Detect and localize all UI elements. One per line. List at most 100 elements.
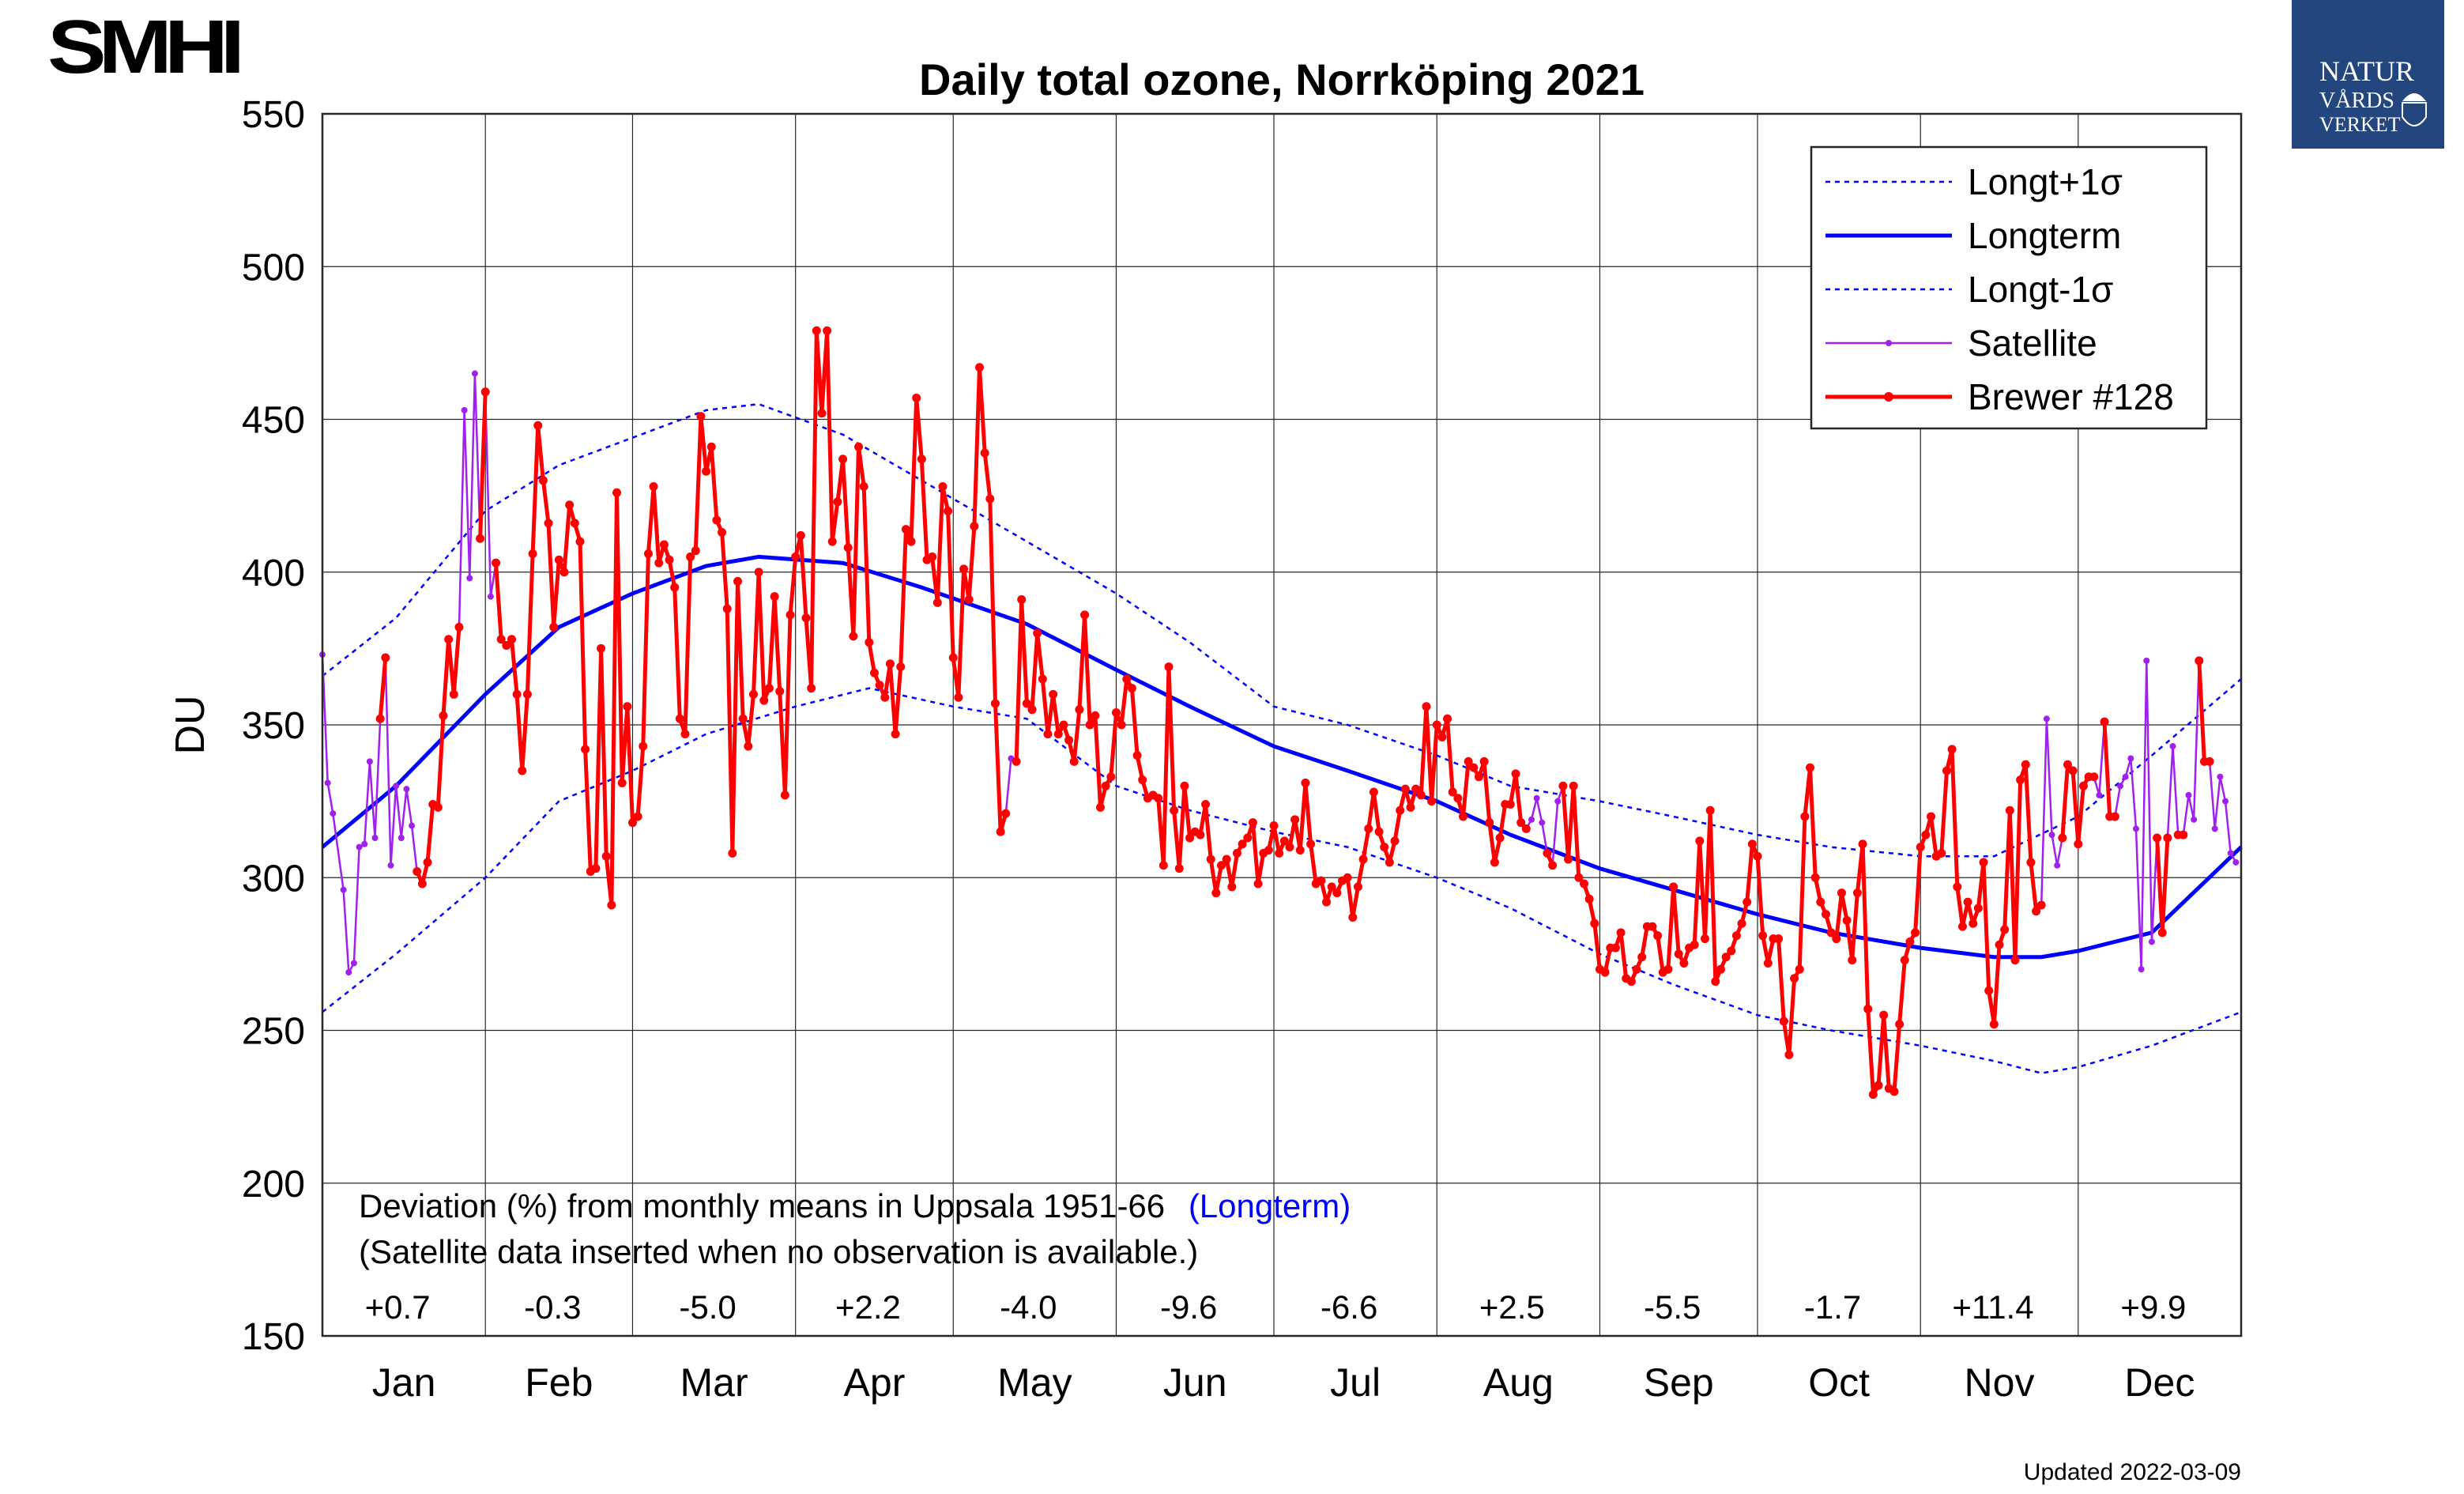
deviation-label: -4.0: [1000, 1288, 1057, 1326]
deviation-label: -6.6: [1321, 1288, 1377, 1326]
brewer-point: [722, 604, 732, 613]
brewer-point: [823, 326, 832, 335]
brewer-point: [1490, 858, 1499, 867]
brewer-point: [1101, 781, 1110, 790]
brewer-point: [639, 741, 648, 751]
brewer-point: [1637, 953, 1647, 962]
satellite-point: [393, 783, 400, 790]
satellite-point: [1533, 794, 1540, 802]
brewer-point: [975, 363, 985, 372]
legend-marker-brewer: [1884, 392, 1893, 402]
brewer-point: [1427, 797, 1437, 806]
x-tick-label: Mar: [680, 1360, 748, 1405]
brewer-point: [1753, 851, 1762, 861]
satellite-point: [2217, 773, 2224, 780]
x-tick-label: Jul: [1330, 1360, 1381, 1405]
brewer-point: [1164, 662, 1174, 672]
brewer-point: [1012, 756, 1021, 766]
brewer-point: [612, 488, 622, 497]
brewer-point: [1053, 730, 1063, 739]
satellite-point: [2185, 791, 2192, 798]
satellite-point: [2211, 825, 2218, 832]
brewer-point: [1369, 787, 1378, 797]
x-tick-label: Dec: [2124, 1360, 2195, 1405]
brewer-point: [1716, 964, 1725, 974]
brewer-point: [2010, 956, 2020, 965]
brewer-point: [1275, 848, 1284, 858]
brewer-point: [1516, 818, 1526, 828]
brewer-point: [1837, 888, 1846, 898]
brewer-point: [375, 714, 385, 723]
satellite-point: [2048, 832, 2055, 839]
brewer-point: [575, 537, 585, 546]
brewer-point: [1080, 610, 1090, 620]
deviation-label: -9.6: [1160, 1288, 1217, 1326]
brewer-point: [413, 867, 422, 877]
brewer-point: [807, 684, 816, 693]
brewer-point: [1295, 845, 1305, 855]
brewer-point: [1091, 711, 1100, 720]
brewer-point: [764, 684, 774, 693]
brewer-point: [996, 827, 1005, 836]
satellite-point: [371, 835, 379, 842]
brewer-line-segment: [1014, 598, 1528, 919]
brewer-point: [1852, 888, 1862, 898]
brewer-point: [2016, 775, 2025, 785]
brewer-point: [849, 632, 858, 641]
x-tick-label: Jun: [1163, 1360, 1227, 1405]
brewer-point: [964, 595, 974, 605]
y-tick-label: 250: [242, 1011, 305, 1053]
brewer-point: [1469, 763, 1479, 772]
x-tick-labels: Jan Feb Mar Apr May Jun Jul Aug Sep Oct Nov Dec: [372, 1360, 2195, 1405]
brewer-point: [565, 500, 575, 510]
x-tick-label: Oct: [1808, 1360, 1870, 1405]
brewer-point: [1616, 928, 1626, 938]
brewer-point: [718, 528, 727, 538]
brewer-point: [512, 689, 522, 699]
brewer-point: [1227, 882, 1237, 892]
brewer-point: [1995, 940, 2004, 949]
brewer-point: [1957, 922, 1967, 931]
brewer-point: [891, 730, 900, 739]
x-tick-label: Aug: [1483, 1360, 1554, 1405]
brewer-line-segment: [1561, 747, 2044, 1097]
brewer-point: [1306, 839, 1316, 849]
brewer-point: [1411, 784, 1421, 794]
brewer-point: [1022, 699, 1031, 708]
brewer-point: [2100, 717, 2109, 726]
satellite-point: [330, 810, 337, 817]
brewer-point: [1416, 790, 1426, 800]
brewer-point: [522, 689, 532, 699]
legend-label-plus: Longt+1σ: [1968, 161, 2123, 202]
brewer-point: [843, 543, 853, 553]
brewer-point: [1969, 919, 1978, 928]
brewer-point: [786, 610, 795, 620]
brewer-point: [1170, 805, 1179, 815]
brewer-point: [917, 455, 926, 464]
brewer-point: [2021, 760, 2030, 769]
brewer-point: [1206, 855, 1215, 864]
brewer-point: [1763, 958, 1773, 968]
brewer-point: [2058, 833, 2067, 843]
satellite-point: [403, 786, 410, 793]
brewer-point: [1001, 809, 1011, 818]
annotation-line-2: (Satellite data inserted when no observa…: [359, 1233, 1198, 1270]
legend-label-longterm: Longterm: [1968, 215, 2121, 256]
satellite-point: [2122, 773, 2129, 780]
brewer-point: [1874, 1081, 1883, 1090]
brewer-point: [1174, 864, 1184, 873]
brewer-point: [1795, 964, 1804, 974]
brewer-point: [2163, 833, 2172, 843]
y-tick-label: 300: [242, 858, 305, 900]
brewer-point: [1674, 949, 1683, 959]
y-tick-label: 400: [242, 553, 305, 594]
brewer-point: [1059, 720, 1068, 730]
satellite-point: [2054, 862, 2061, 869]
brewer-point: [796, 530, 805, 540]
brewer-point: [875, 681, 884, 690]
brewer-point: [1816, 897, 1825, 907]
brewer-point: [1406, 802, 1415, 812]
brewer-point: [980, 448, 989, 458]
brewer-point: [812, 326, 821, 335]
brewer-point: [1332, 888, 1342, 898]
